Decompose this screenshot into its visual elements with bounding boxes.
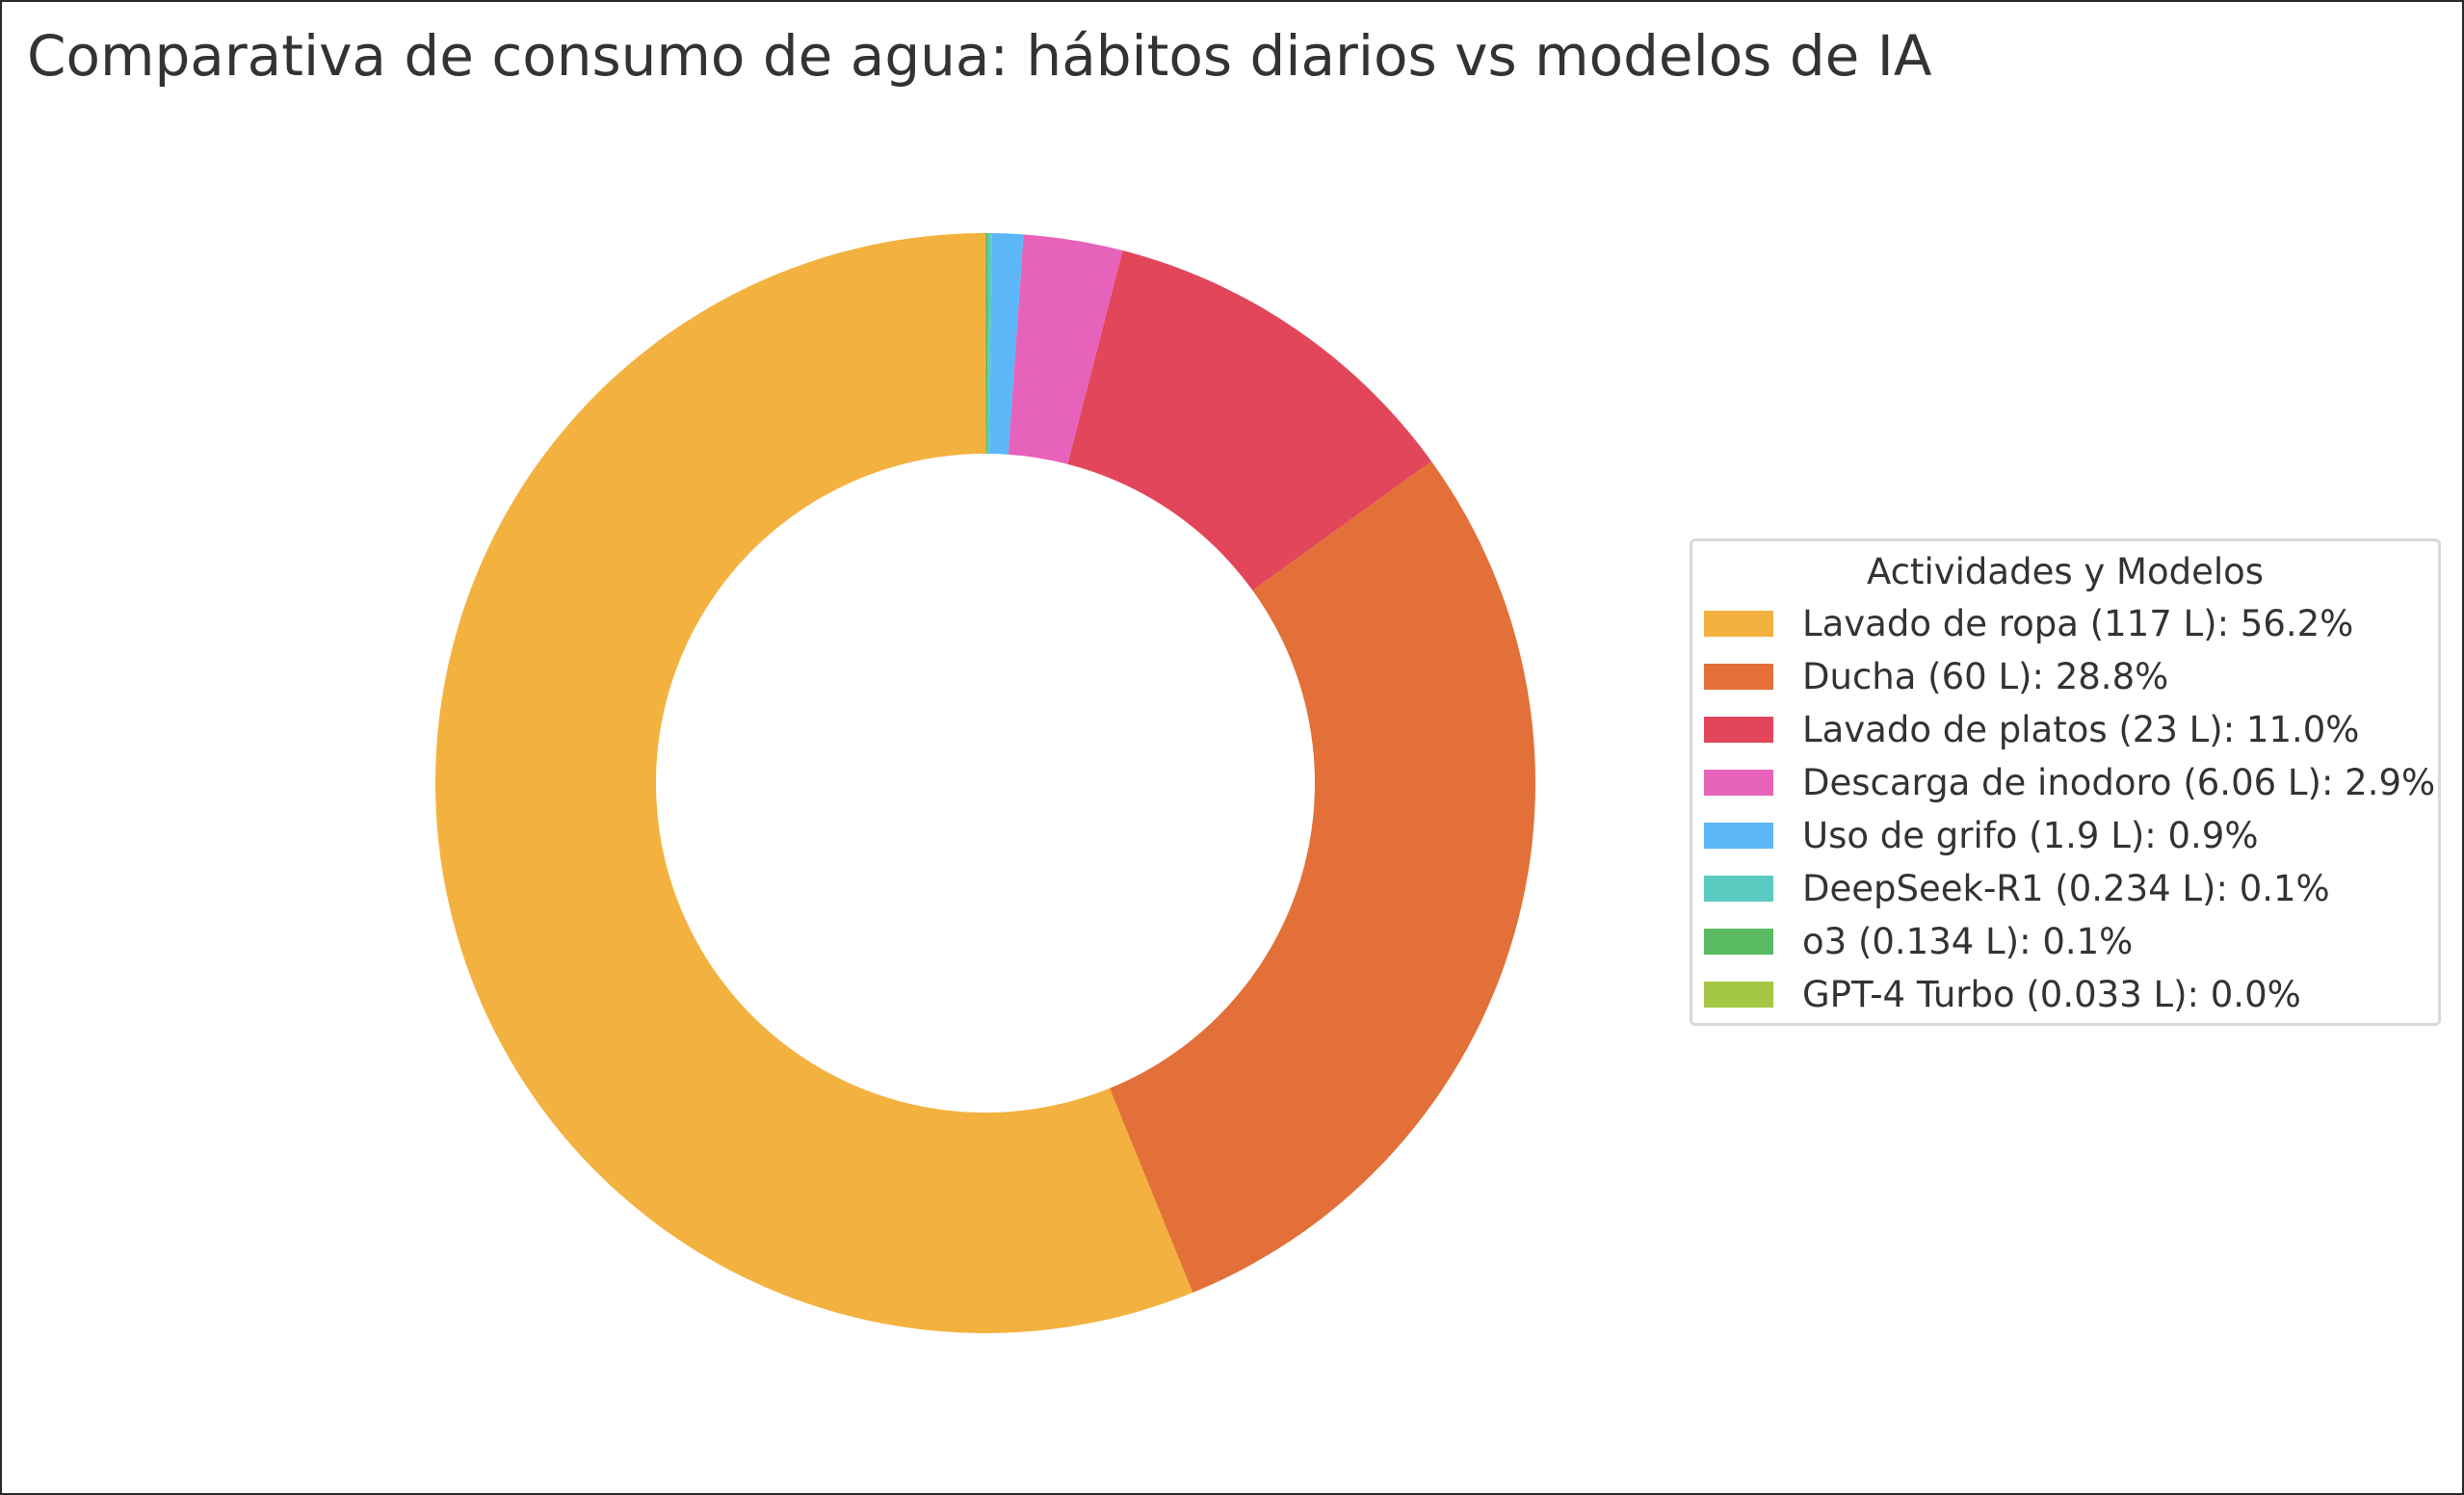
donut-slice-2 [1109, 460, 1536, 1293]
legend-swatch [1704, 769, 1773, 796]
legend-label: Ducha (60 L): 28.8% [1802, 655, 2169, 697]
donut-slice-4 [1008, 234, 1123, 464]
legend-swatch [1704, 716, 1773, 743]
legend-swatch [1704, 663, 1773, 690]
donut-slices [435, 233, 1536, 1333]
donut-slice-6 [986, 233, 992, 455]
legend-swatch [1704, 875, 1773, 902]
legend-item: Descarga de inodoro (6.06 L): 2.9% [1704, 758, 2435, 806]
legend-swatch [1704, 981, 1773, 1008]
donut-slice-5 [989, 233, 1024, 455]
legend-label: Lavado de ropa (117 L): 56.2% [1802, 602, 2354, 644]
donut-slice-7 [985, 233, 988, 455]
legend-swatch [1704, 610, 1773, 637]
legend-item: Lavado de ropa (117 L): 56.2% [1704, 599, 2353, 647]
chart-legend: Actividades y Modelos Lavado de ropa (11… [1690, 538, 2441, 1026]
legend-label: DeepSeek-R1 (0.234 L): 0.1% [1802, 867, 2330, 909]
legend-swatch [1704, 928, 1773, 955]
legend-item: GPT-4 Turbo (0.033 L): 0.0% [1704, 970, 2301, 1018]
legend-swatch [1704, 822, 1773, 849]
legend-item: Lavado de platos (23 L): 11.0% [1704, 705, 2359, 753]
chart-title: Comparativa de consumo de agua: hábitos … [27, 23, 1932, 89]
legend-item: o3 (0.134 L): 0.1% [1704, 917, 2133, 965]
legend-label: GPT-4 Turbo (0.033 L): 0.0% [1802, 973, 2301, 1015]
legend-item: Ducha (60 L): 28.8% [1704, 652, 2168, 700]
donut-slice-3 [1067, 250, 1432, 590]
legend-label: o3 (0.134 L): 0.1% [1802, 920, 2134, 962]
legend-item: DeepSeek-R1 (0.234 L): 0.1% [1704, 864, 2330, 912]
legend-label: Uso de grifo (1.9 L): 0.9% [1802, 814, 2259, 856]
legend-item: Uso de grifo (1.9 L): 0.9% [1704, 811, 2258, 859]
legend-label: Descarga de inodoro (6.06 L): 2.9% [1802, 761, 2436, 803]
donut-slice-8 [985, 233, 986, 455]
legend-label: Lavado de platos (23 L): 11.0% [1802, 708, 2360, 750]
donut-slice-1 [435, 233, 1193, 1333]
legend-title: Actividades y Modelos [1866, 551, 2265, 592]
donut-chart [435, 233, 1536, 1333]
